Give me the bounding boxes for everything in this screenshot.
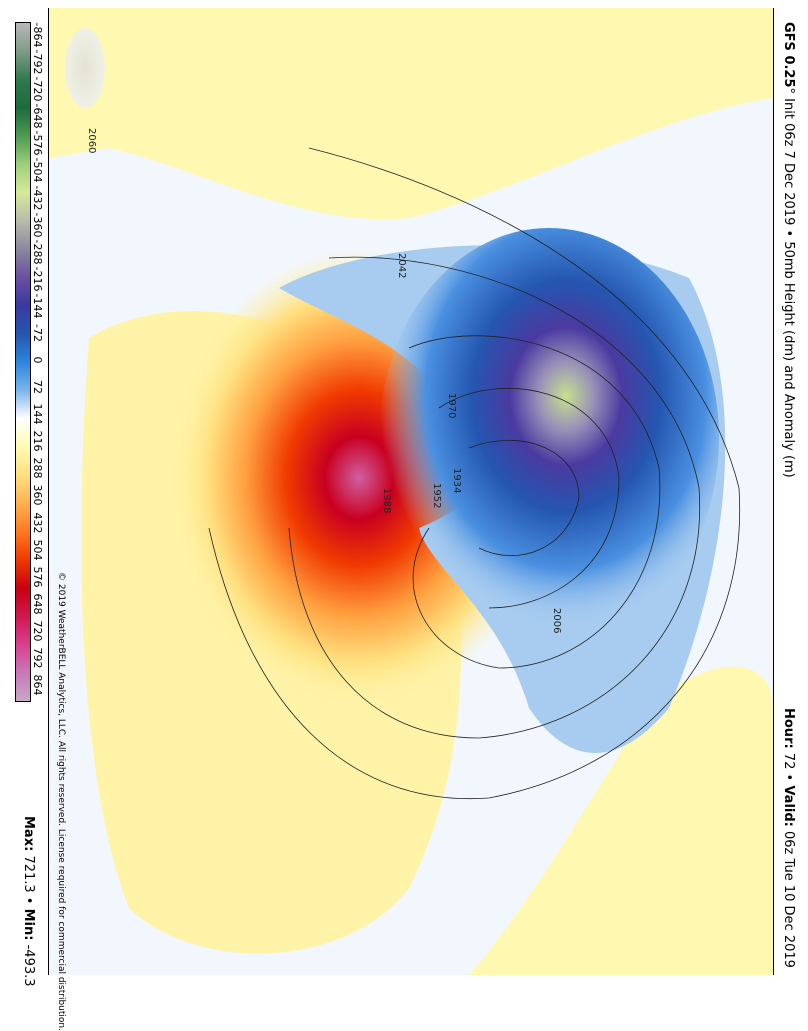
cold-anomaly-core (379, 228, 719, 648)
contour-label: 1952 (431, 483, 442, 508)
product-name: 50mb Height (dm) and Anomaly (m) (781, 241, 796, 478)
weatherbell-logo (65, 28, 105, 108)
separator: • (781, 773, 796, 782)
colorbar-tick-label: -576 (31, 130, 44, 156)
colorbar-tick-label: -648 (31, 103, 44, 129)
colorbar-tick-label: 288 (31, 457, 44, 479)
init-time: Init 06z 7 Dec 2019 (781, 98, 796, 226)
colorbar-tick-label: 864 (31, 674, 44, 696)
colorbar-tick-label: -792 (31, 49, 44, 75)
colorbar-tick-label: -432 (31, 185, 44, 210)
colorbar-tick-label: 720 (31, 620, 44, 642)
colorbar-tick-label: 216 (31, 430, 44, 452)
colorbar-tick-label: -72 (31, 323, 44, 342)
colorbar-tick-label: -504 (31, 157, 44, 183)
max-value: 721.3 (21, 855, 36, 893)
colorbar-tick-label: -360 (31, 212, 44, 238)
colorbar-tick-label: -216 (31, 266, 44, 292)
valid-date: 06z Tue 10 Dec 2019 (781, 831, 796, 968)
separator: • (781, 229, 796, 238)
contour-label: 2006 (551, 608, 562, 633)
hour-label: Hour: (781, 708, 796, 749)
colorbar-tick-label: 144 (31, 403, 44, 425)
max-min-readout: Max: 721.3 • Min: -493.3 (21, 816, 36, 987)
colorbar-tick-label: -288 (31, 239, 44, 265)
height-contours (208, 147, 741, 800)
colorbar-tick-label: -720 (31, 76, 44, 102)
contour-label: 1970 (446, 393, 457, 418)
min-value: -493.3 (21, 944, 36, 987)
valid-time: Hour: 72 • Valid: 06z Tue 10 Dec 2019 (781, 708, 796, 968)
colorbar-tick-label: -864 (31, 22, 44, 48)
colorbar-tick-label: 576 (31, 566, 44, 588)
map-title: GFS 0.25° Init 06z 7 Dec 2019 • 50mb Hei… (781, 22, 796, 478)
colorbar-tick-label: 432 (31, 512, 44, 533)
degree-symbol: ° (781, 87, 796, 95)
valid-label: Valid: (781, 785, 796, 827)
colorbar-tick-label: -144 (31, 293, 44, 319)
positive-anomaly-south (469, 666, 773, 975)
forecast-hour: 72 (781, 752, 796, 770)
copyright-notice: © 2019 WeatherBELL Analytics, LLC. All r… (56, 572, 66, 1031)
contour-label: 2042 (396, 253, 407, 278)
positive-anomaly-north (49, 8, 773, 220)
contour-label: 2060 (86, 128, 97, 153)
anomaly-map: 2060 2042 1970 1952 1934 1988 2006 (49, 8, 773, 975)
contour-label: 1934 (451, 468, 462, 493)
contour-label: 1988 (381, 488, 392, 513)
colorbar-tick-label: 360 (31, 484, 44, 506)
colorbar-tick-label: 792 (31, 647, 44, 669)
map-panel: 2060 2042 1970 1952 1934 1988 2006 (48, 8, 774, 975)
colorbar-tick-label: 504 (31, 539, 44, 561)
min-label: Min: (21, 908, 36, 941)
separator: • (21, 896, 36, 905)
colorbar-tick-label: 648 (31, 593, 44, 615)
colorbar-tick-label: 0 (31, 356, 44, 364)
colorbar-tick-label: 72 (31, 380, 44, 395)
colorbar (15, 22, 31, 702)
model-name: GFS 0.25 (781, 22, 796, 88)
max-label: Max: (21, 816, 36, 852)
